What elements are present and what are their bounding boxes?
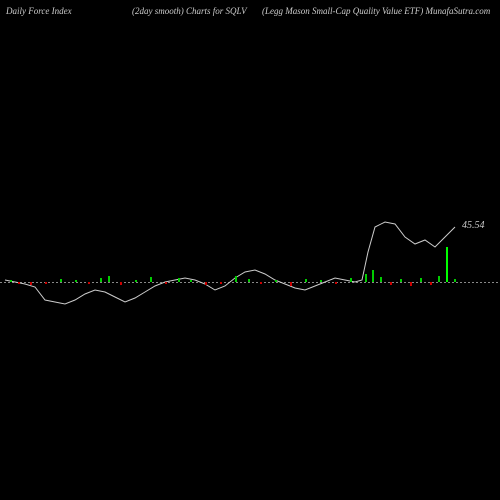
volume-bar <box>248 279 250 282</box>
title-left: Daily Force Index <box>6 6 72 16</box>
volume-bar <box>290 282 292 286</box>
volume-bar <box>438 276 440 282</box>
volume-bar <box>10 280 12 282</box>
volume-bar <box>305 279 307 282</box>
volume-bar <box>260 282 262 284</box>
volume-bar <box>45 282 47 284</box>
volume-bar <box>420 278 422 282</box>
volume-bar <box>190 280 192 282</box>
volume-bar <box>135 280 137 282</box>
volume-bar <box>335 282 337 284</box>
chart-header: Daily Force Index (2day smooth) Charts f… <box>0 6 500 22</box>
volume-bar <box>205 282 207 285</box>
volume-bar <box>454 279 456 282</box>
volume-bar <box>380 277 382 282</box>
volume-bar <box>220 282 222 284</box>
volume-bar <box>100 278 102 282</box>
volume-bar <box>365 274 367 282</box>
volume-bar <box>235 276 237 282</box>
volume-bar <box>446 247 448 282</box>
volume-bar <box>350 278 352 282</box>
volume-bar <box>320 280 322 282</box>
volume-bar <box>75 280 77 282</box>
volume-bar <box>120 282 122 285</box>
volume-bar <box>165 282 167 284</box>
price-line-svg <box>0 22 500 500</box>
volume-bar <box>30 282 32 285</box>
volume-bar <box>150 277 152 282</box>
title-right: (Legg Mason Small-Cap Quality Value ETF)… <box>262 6 490 16</box>
volume-bar <box>18 282 20 284</box>
volume-bar <box>88 282 90 284</box>
volume-bar <box>372 270 374 282</box>
volume-bar <box>178 278 180 282</box>
volume-bar <box>430 282 432 285</box>
volume-bar <box>410 282 412 286</box>
title-mid: (2day smooth) Charts for SQLV <box>132 6 247 16</box>
volume-bar <box>275 280 277 282</box>
force-index-chart: 45.54 <box>0 22 500 500</box>
volume-bar <box>390 282 392 285</box>
volume-bar <box>108 276 110 282</box>
current-price-label: 45.54 <box>462 220 485 231</box>
volume-bar <box>400 279 402 282</box>
volume-bar <box>60 279 62 282</box>
